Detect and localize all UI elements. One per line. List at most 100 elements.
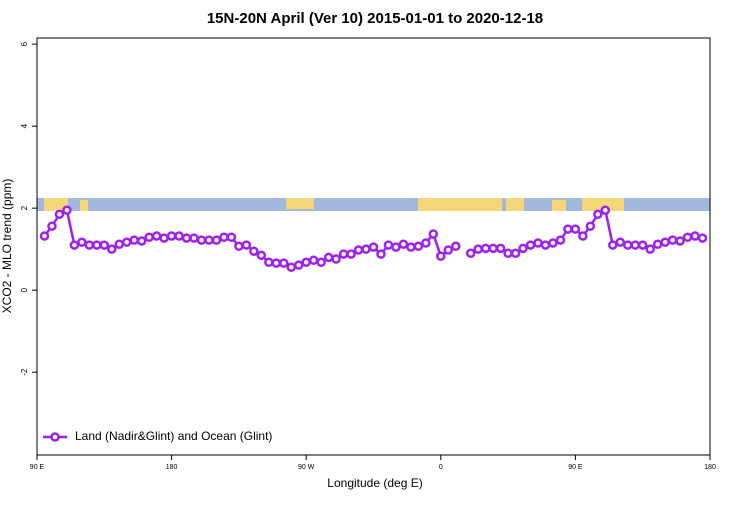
data-point: [563, 224, 573, 234]
data-point: [121, 237, 132, 247]
data-line: [470, 208, 703, 255]
data-point: [383, 240, 394, 250]
data-point: [570, 224, 581, 234]
land-patch: [286, 198, 314, 209]
data-point: [697, 233, 708, 243]
x-tick-label: 180: [166, 464, 178, 471]
data-point: [331, 254, 341, 264]
plot-frame: [36, 37, 711, 456]
data-point: [443, 245, 454, 255]
data-point: [219, 232, 229, 243]
data-point: [211, 235, 222, 245]
data-point: [578, 231, 588, 241]
data-point: [107, 244, 117, 254]
data-point: [622, 240, 633, 250]
data-point: [174, 231, 184, 241]
map-strip: [37, 198, 710, 211]
x-tick-label: 90 W: [298, 464, 315, 471]
x-tick-label: 90 E: [568, 464, 583, 471]
data-point: [510, 248, 521, 259]
data-point: [338, 249, 349, 259]
data-point: [204, 235, 214, 245]
y-tick-label: 0: [20, 287, 29, 292]
data-point: [495, 243, 506, 254]
land-patch: [506, 198, 524, 211]
land-patch: [418, 198, 502, 211]
data-point: [316, 257, 326, 268]
data-point: [151, 231, 162, 241]
x-tick-label: 180: [704, 464, 716, 471]
data-point: [361, 244, 371, 254]
legend-marker: [50, 432, 60, 442]
data-point: [308, 255, 319, 265]
y-axis-label: XCO2 - MLO trend (ppm): [0, 179, 14, 314]
data-point: [196, 235, 207, 245]
data-point: [279, 258, 289, 268]
y-tick-label: 6: [20, 41, 29, 46]
legend-label: Land (Nadir&Glint) and Ocean (Glint): [75, 429, 272, 443]
data-point: [480, 243, 491, 254]
chart-title: 15N-20N April (Ver 10) 2015-01-01 to 202…: [207, 10, 543, 27]
y-tick-label: 2: [20, 205, 29, 210]
data-point: [652, 239, 663, 249]
data-point: [136, 236, 147, 246]
land-patch: [582, 198, 624, 211]
data-point: [413, 241, 424, 252]
data-point: [286, 262, 296, 272]
data-point: [129, 235, 139, 245]
data-point: [600, 205, 611, 215]
data-point: [293, 260, 304, 270]
data-point: [159, 233, 169, 243]
data-point: [99, 240, 110, 250]
data-point: [144, 232, 154, 243]
land-patch: [44, 198, 68, 211]
y-tick-label: -2: [20, 368, 29, 376]
data-point: [69, 240, 80, 250]
data-point: [181, 233, 192, 243]
data-point: [353, 245, 364, 255]
data-point: [77, 237, 87, 247]
data-point: [615, 237, 626, 247]
land-patch: [552, 200, 566, 211]
data-point: [608, 240, 618, 250]
data-point: [249, 246, 259, 256]
data-point: [421, 238, 431, 248]
data-point: [92, 240, 102, 250]
data-point: [114, 239, 125, 249]
x-axis-label: Longitude (deg E): [327, 476, 422, 490]
ocean-band: [37, 198, 710, 211]
data-point: [323, 252, 334, 263]
data-point: [346, 249, 356, 259]
data-point: [451, 241, 461, 252]
data-point: [301, 257, 311, 268]
data-point: [465, 248, 476, 259]
data-point: [376, 249, 386, 259]
data-point: [241, 240, 252, 250]
data-point: [548, 238, 558, 248]
data-point: [264, 257, 274, 268]
data-point: [525, 240, 536, 250]
data-point: [234, 241, 244, 252]
data-point: [436, 251, 446, 261]
data-point: [47, 221, 57, 231]
data-point: [406, 242, 416, 252]
data-point: [675, 236, 685, 246]
data-point: [630, 240, 640, 250]
data-point: [84, 240, 95, 250]
data-point: [690, 231, 700, 241]
data-point: [226, 232, 237, 243]
data-point: [503, 248, 513, 259]
data-point: [39, 231, 50, 241]
data-point: [585, 221, 596, 231]
data-point: [533, 238, 543, 248]
data-point: [593, 209, 603, 220]
y-tick-label: 4: [20, 123, 29, 128]
data-point: [637, 240, 648, 250]
data-point: [391, 242, 401, 252]
data-point: [660, 237, 670, 247]
data-point: [488, 243, 498, 254]
x-tick-label: 0: [439, 464, 443, 471]
data-point: [62, 205, 72, 215]
